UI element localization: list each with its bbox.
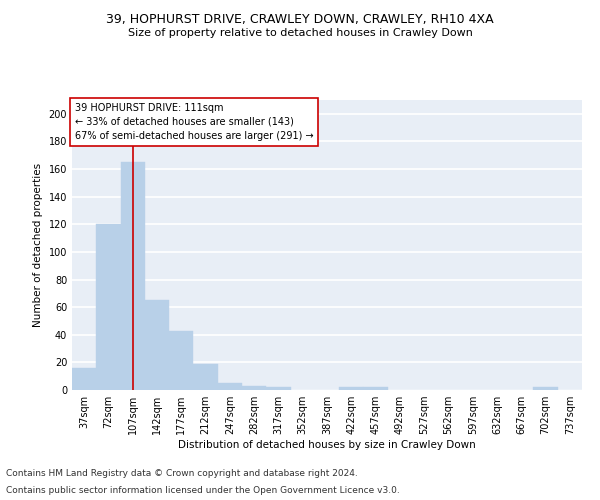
X-axis label: Distribution of detached houses by size in Crawley Down: Distribution of detached houses by size … <box>178 440 476 450</box>
Text: 39, HOPHURST DRIVE, CRAWLEY DOWN, CRAWLEY, RH10 4XA: 39, HOPHURST DRIVE, CRAWLEY DOWN, CRAWLE… <box>106 12 494 26</box>
Y-axis label: Number of detached properties: Number of detached properties <box>33 163 43 327</box>
Bar <box>339 387 364 390</box>
Bar <box>218 383 242 390</box>
Bar <box>145 300 169 390</box>
Bar <box>121 162 145 390</box>
Text: Contains public sector information licensed under the Open Government Licence v3: Contains public sector information licen… <box>6 486 400 495</box>
Bar <box>242 386 266 390</box>
Text: Contains HM Land Registry data © Crown copyright and database right 2024.: Contains HM Land Registry data © Crown c… <box>6 468 358 477</box>
Bar <box>169 330 193 390</box>
Bar <box>72 368 96 390</box>
Text: 39 HOPHURST DRIVE: 111sqm
← 33% of detached houses are smaller (143)
67% of semi: 39 HOPHURST DRIVE: 111sqm ← 33% of detac… <box>74 103 313 141</box>
Bar <box>193 364 218 390</box>
Bar <box>533 387 558 390</box>
Bar <box>266 387 290 390</box>
Bar <box>96 224 121 390</box>
Bar <box>364 387 388 390</box>
Text: Size of property relative to detached houses in Crawley Down: Size of property relative to detached ho… <box>128 28 472 38</box>
